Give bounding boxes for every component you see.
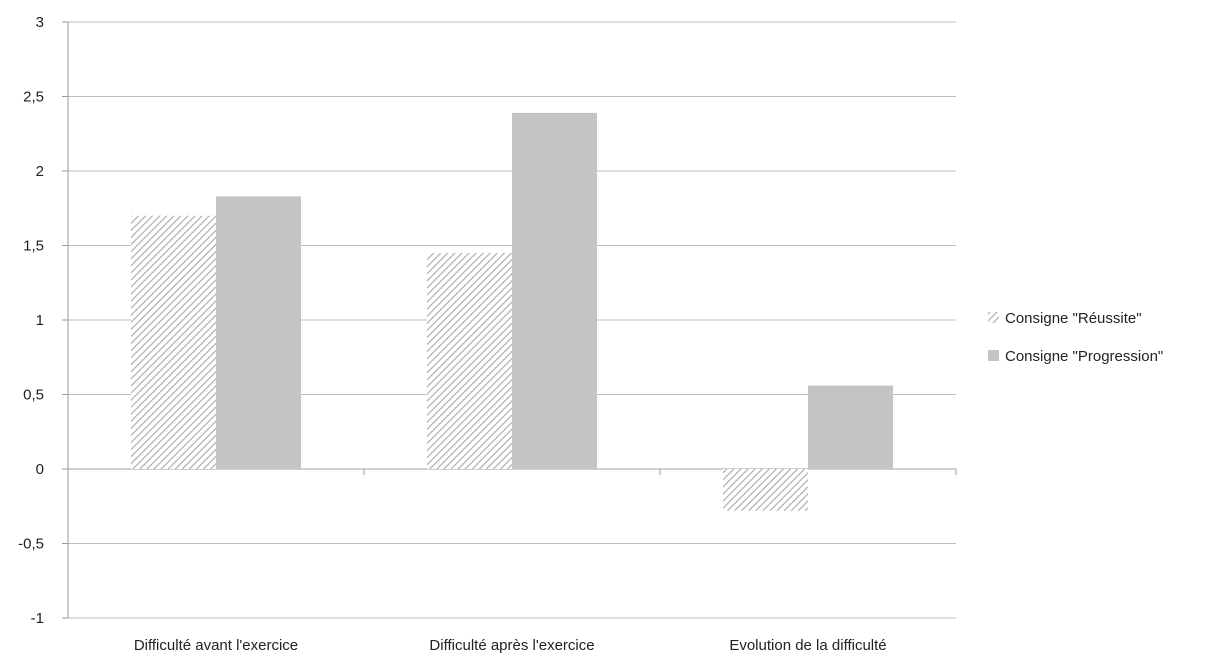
bar-reussite [723, 469, 808, 511]
x-category-label: Difficulté après l'exercice [429, 637, 594, 654]
y-tick-label: -0,5 [18, 536, 44, 553]
axis-labels: 3 2,5 2 1,5 1 0,5 0 -0,5 -1 Difficulté avant l'ex… [18, 14, 887, 654]
bar-progression [512, 112, 597, 469]
bar-progression [216, 196, 301, 469]
axes [62, 21, 957, 619]
y-tick-label: -1 [31, 610, 44, 627]
y-tick-label: 2 [36, 163, 44, 180]
legend-swatch-progression [988, 350, 999, 361]
y-tick-label: 1 [36, 312, 44, 329]
legend-label: Consigne "Réussite" [1005, 310, 1142, 327]
y-tick-label: 0 [36, 461, 44, 478]
bar-reussite [131, 215, 216, 469]
bar-progression [808, 385, 893, 469]
y-tick-label: 1,5 [23, 238, 44, 255]
x-category-label: Evolution de la difficulté [729, 637, 886, 654]
y-tick-label: 3 [36, 14, 44, 31]
x-category-label: Difficulté avant l'exercice [134, 637, 298, 654]
y-tick-label: 2,5 [23, 89, 44, 106]
y-tick-label: 0,5 [23, 387, 44, 404]
legend: Consigne "Réussite" Consigne "Progression… [988, 310, 1163, 365]
bars [131, 112, 893, 511]
legend-label: Consigne "Progression" [1005, 348, 1163, 365]
legend-swatch-reussite [988, 312, 999, 323]
bar-reussite [427, 252, 512, 469]
